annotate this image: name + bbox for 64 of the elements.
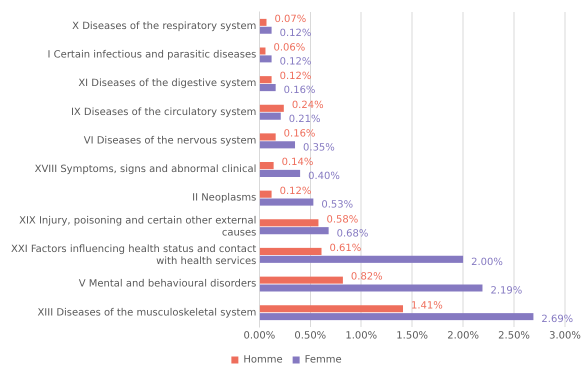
y-tick-label: XIX Injury, poisoning and certain other external causes: [19, 215, 256, 238]
data-label: 0.12%: [280, 28, 312, 39]
bar: [260, 141, 296, 148]
bar: [260, 112, 281, 120]
data-label: 0.68%: [336, 228, 368, 240]
data-label: 2.19%: [490, 286, 522, 297]
data-label: 0.06%: [273, 42, 306, 54]
data-label: 0.35%: [303, 142, 335, 154]
data-label: 2.00%: [471, 256, 503, 268]
data-label: 0.61%: [330, 243, 362, 254]
x-tick-label: 1.50%: [396, 330, 428, 342]
bar: [260, 133, 276, 140]
y-tick-label: II Neoplasms: [192, 192, 256, 204]
x-tick-label: 0.00%: [243, 330, 276, 342]
data-label: 0.16%: [284, 85, 316, 96]
legend-label: Homme: [243, 354, 283, 366]
y-tick-label: I Certain infectious and parasitic diseases: [48, 50, 256, 61]
bar: [260, 305, 404, 312]
data-label: 0.21%: [288, 114, 321, 125]
y-tick-label: XI Diseases of the digestive system: [78, 78, 256, 90]
y-tick-label: XVIII Symptoms, signs and abnormal clinical: [34, 164, 256, 176]
data-label: 0.12%: [280, 71, 312, 82]
data-label: 0.12%: [280, 186, 312, 197]
y-tick-label: V Mental and behavioural disorders: [78, 278, 256, 290]
data-label: 0.82%: [350, 272, 383, 283]
bar: [260, 84, 276, 92]
data-label: 0.14%: [282, 157, 314, 168]
bar: [260, 104, 284, 112]
bar: [260, 47, 266, 55]
x-tick-label: 3.00%: [549, 330, 581, 342]
y-tick-label: X Diseases of the respiratory system: [72, 20, 256, 32]
bar: [260, 76, 272, 84]
data-label: 0.24%: [292, 100, 324, 111]
y-tick-label: XXI Factors influencing health status and contact with health services: [10, 244, 256, 268]
bar: [260, 284, 482, 292]
bar: [260, 227, 329, 234]
bar: [260, 276, 343, 284]
data-label: 0.53%: [321, 200, 354, 211]
data-label: 1.41%: [411, 300, 443, 312]
data-label: 2.69%: [541, 314, 574, 326]
x-tick-label: 1.00%: [345, 330, 378, 342]
bar: [260, 219, 318, 226]
data-label: 0.58%: [326, 214, 358, 226]
data-label: 0.16%: [284, 128, 316, 140]
bar: [260, 55, 272, 62]
bar: [260, 190, 272, 198]
x-tick-label: 2.50%: [498, 330, 530, 342]
y-tick-label: IX Diseases of the circulatory system: [70, 106, 256, 118]
data-label: 0.40%: [308, 171, 340, 182]
bar: [260, 18, 266, 26]
bar: [260, 256, 464, 263]
bar: [260, 170, 300, 177]
data-label: 0.07%: [274, 14, 306, 25]
bar: [260, 26, 272, 34]
legend-label: Femme: [304, 354, 342, 366]
bar: [260, 248, 322, 256]
y-tick-label: XIII Diseases of the musculoskeletal system: [37, 307, 256, 318]
bar: [260, 198, 314, 206]
bar: [260, 162, 274, 170]
y-tick-label: VI Diseases of the nervous system: [84, 135, 256, 146]
bar: [260, 313, 534, 320]
x-tick-label: 2.00%: [447, 330, 480, 342]
data-label: 0.12%: [280, 56, 312, 68]
x-tick-label: 0.50%: [294, 330, 326, 342]
